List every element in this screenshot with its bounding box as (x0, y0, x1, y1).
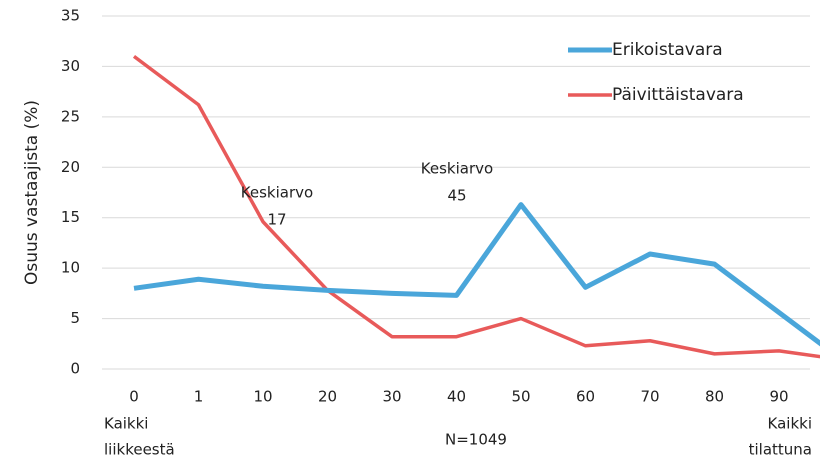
y-tick-label: 15 (61, 208, 80, 226)
note: N=1049 (445, 431, 507, 449)
x-tick-label: 70 (640, 388, 659, 406)
x-tick-label: 50 (511, 388, 530, 406)
annotation: 45 (447, 187, 466, 205)
annotation: 17 (267, 211, 286, 229)
x-tick-label: 40 (447, 388, 466, 406)
y-tick-label: 35 (61, 7, 80, 25)
legend-label: Erikoistavara (612, 40, 723, 60)
x-tick-label: 80 (705, 388, 724, 406)
x-end-label: Kaikki (768, 415, 812, 433)
y-axis-label: Osuus vastaajista (%) (22, 100, 42, 285)
y-tick-label: 0 (70, 360, 80, 378)
x-end-label: liikkeestä (104, 441, 175, 459)
annotation: Keskiarvo (241, 184, 313, 202)
annotation: Keskiarvo (421, 160, 493, 178)
y-tick-label: 5 (70, 309, 80, 327)
x-tick-label: 30 (382, 388, 401, 406)
x-tick-label: 20 (318, 388, 337, 406)
y-tick-label: 10 (61, 259, 80, 277)
x-tick-label: 90 (769, 388, 788, 406)
legend-label: Päivittäistavara (612, 85, 744, 105)
x-tick-label: 1 (194, 388, 204, 406)
x-tick-label: 10 (253, 388, 272, 406)
x-end-label: Kaikki (104, 415, 148, 433)
y-tick-label: 30 (61, 57, 80, 75)
x-tick-label: 0 (129, 388, 139, 406)
x-tick-label: 60 (576, 388, 595, 406)
series-line (133, 202, 820, 347)
x-end-label: tilattuna (749, 441, 812, 459)
y-tick-label: 20 (61, 158, 80, 176)
series-line (132, 54, 820, 359)
y-tick-label: 25 (61, 107, 80, 125)
